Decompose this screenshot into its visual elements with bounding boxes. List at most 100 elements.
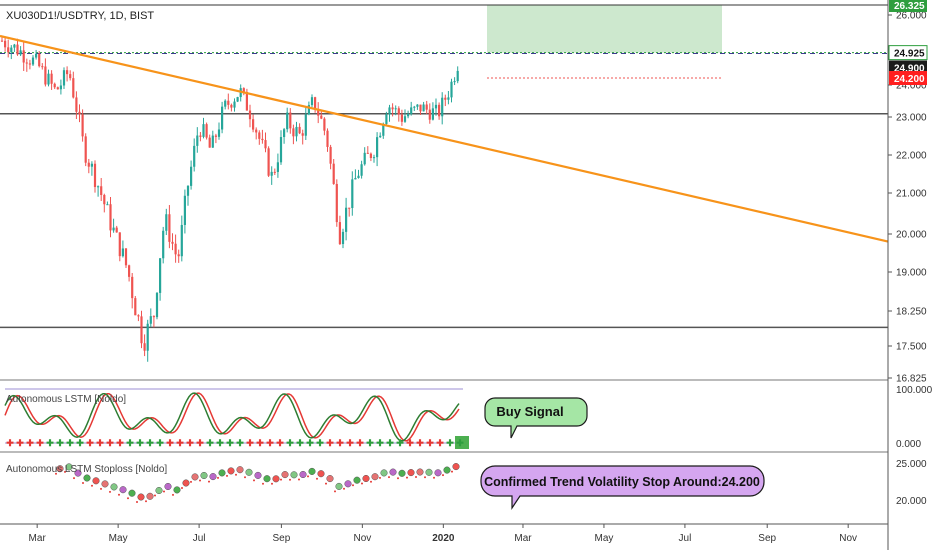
stoploss-trail xyxy=(64,470,66,473)
indicator-tick-label: 100.000 xyxy=(896,385,932,396)
price-tick-label: 23.000 xyxy=(896,113,927,124)
candle-body xyxy=(320,115,323,119)
candle-body xyxy=(103,194,106,205)
candle-body xyxy=(155,292,159,318)
candle-body xyxy=(270,171,273,176)
candle-body xyxy=(410,107,413,115)
stoploss-dot xyxy=(56,465,64,473)
stoploss-dot xyxy=(83,474,91,482)
candle-body xyxy=(22,50,25,63)
stoploss-trail xyxy=(370,480,372,483)
candle-body xyxy=(100,186,103,195)
indicator-tick-label: 25.000 xyxy=(896,459,927,470)
stoploss-trail xyxy=(172,493,174,496)
stoploss-dot xyxy=(245,468,253,476)
candle-body xyxy=(428,109,431,120)
trendline[interactable] xyxy=(0,34,889,243)
stoploss-dot xyxy=(128,489,136,497)
ind1-signal-marker: ✚ xyxy=(206,438,214,448)
candle-body xyxy=(205,124,208,138)
ind1-signal-marker: ✚ xyxy=(246,438,254,448)
candle-body xyxy=(292,128,295,137)
candle-body xyxy=(453,81,456,83)
candle-body xyxy=(75,97,78,112)
price-tag-label: 26.325 xyxy=(894,1,925,12)
candle-body xyxy=(317,109,320,116)
stoploss-dot xyxy=(101,480,109,488)
stoploss-dot xyxy=(299,470,307,479)
candle-body xyxy=(450,81,453,98)
ind1-signal-marker: ✚ xyxy=(286,438,294,448)
candle-body xyxy=(314,97,317,110)
candle-body xyxy=(221,106,224,130)
horizontal-levels xyxy=(0,4,888,329)
candle-body xyxy=(199,135,202,137)
stoploss-dot xyxy=(434,469,442,477)
stoploss-dot xyxy=(74,469,82,477)
candle-body xyxy=(248,110,252,120)
candle-body xyxy=(211,135,214,148)
stoploss-dot xyxy=(308,467,316,475)
candle-body xyxy=(97,186,100,188)
ind1-signal-marker: ✚ xyxy=(376,438,384,448)
price-tick-label: 26.000 xyxy=(896,11,927,22)
candle-body xyxy=(168,214,171,242)
candle-body xyxy=(180,224,183,257)
candle-body xyxy=(403,116,407,122)
stoploss-dot xyxy=(335,482,343,490)
candle-body xyxy=(407,114,410,117)
ind1-signal-marker: ✚ xyxy=(336,438,344,448)
stoploss-dot xyxy=(272,475,280,483)
candle-body xyxy=(202,124,205,137)
stoploss-trail xyxy=(262,482,264,485)
candle-body xyxy=(444,97,447,100)
ind1-signal-marker: ✚ xyxy=(66,438,74,448)
candle-body xyxy=(295,126,298,137)
stoploss-dot xyxy=(65,463,73,471)
candle-body xyxy=(25,62,28,64)
candle-body xyxy=(66,70,69,75)
candle-body xyxy=(279,137,283,163)
candle-body xyxy=(115,227,118,233)
candle-body xyxy=(341,231,345,245)
time-axis[interactable]: Mar May Jul Sep Nov 2020 Mar May Jul Sep Nov xyxy=(29,524,858,544)
ind1-signal-marker: ✚ xyxy=(136,438,144,448)
candle-body xyxy=(208,137,211,148)
candle-body xyxy=(438,104,441,117)
time-tick-label: Nov xyxy=(839,533,857,544)
candle-body xyxy=(252,119,255,130)
stoploss-trail xyxy=(208,480,210,483)
candle-body xyxy=(245,91,248,111)
indicator-2-title: Autonomous LSTM Stoploss [Noldo] xyxy=(6,464,167,475)
price-axis[interactable]: 26.00025.00024.00023.00022.00021.00020.0… xyxy=(888,11,927,385)
ind1-signal-marker: ✚ xyxy=(216,438,224,448)
candle-body xyxy=(227,100,230,105)
time-tick-label: Mar xyxy=(514,533,532,544)
candle-body xyxy=(59,85,62,90)
time-tick-label: May xyxy=(109,533,128,544)
ind1-signal-marker: ✚ xyxy=(36,438,44,448)
stoploss-trail xyxy=(181,487,183,489)
stoploss-dot xyxy=(344,480,352,488)
price-tick-label: 20.000 xyxy=(896,230,927,241)
candle-body xyxy=(376,137,379,158)
stoploss-dot xyxy=(425,468,433,476)
candle-body xyxy=(72,78,75,98)
candle-body xyxy=(276,162,279,172)
candle-body xyxy=(165,214,168,231)
price-tag-label: 24.925 xyxy=(894,49,925,60)
candle-body xyxy=(366,152,369,154)
candle-body xyxy=(332,163,335,184)
stoploss-trail xyxy=(415,476,417,478)
stoploss-dot xyxy=(326,475,334,483)
candle-body xyxy=(351,179,354,209)
ind1-signal-marker: ✚ xyxy=(236,438,244,448)
candle-body xyxy=(118,232,121,257)
stoploss-dot xyxy=(173,486,181,494)
ind1-signal-marker: ✚ xyxy=(196,438,204,448)
ind1-signal-marker: ✚ xyxy=(346,438,354,448)
stoploss-dot xyxy=(263,475,271,483)
ind1-signal-marker: ✚ xyxy=(386,438,394,448)
stoploss-dot xyxy=(155,486,163,495)
